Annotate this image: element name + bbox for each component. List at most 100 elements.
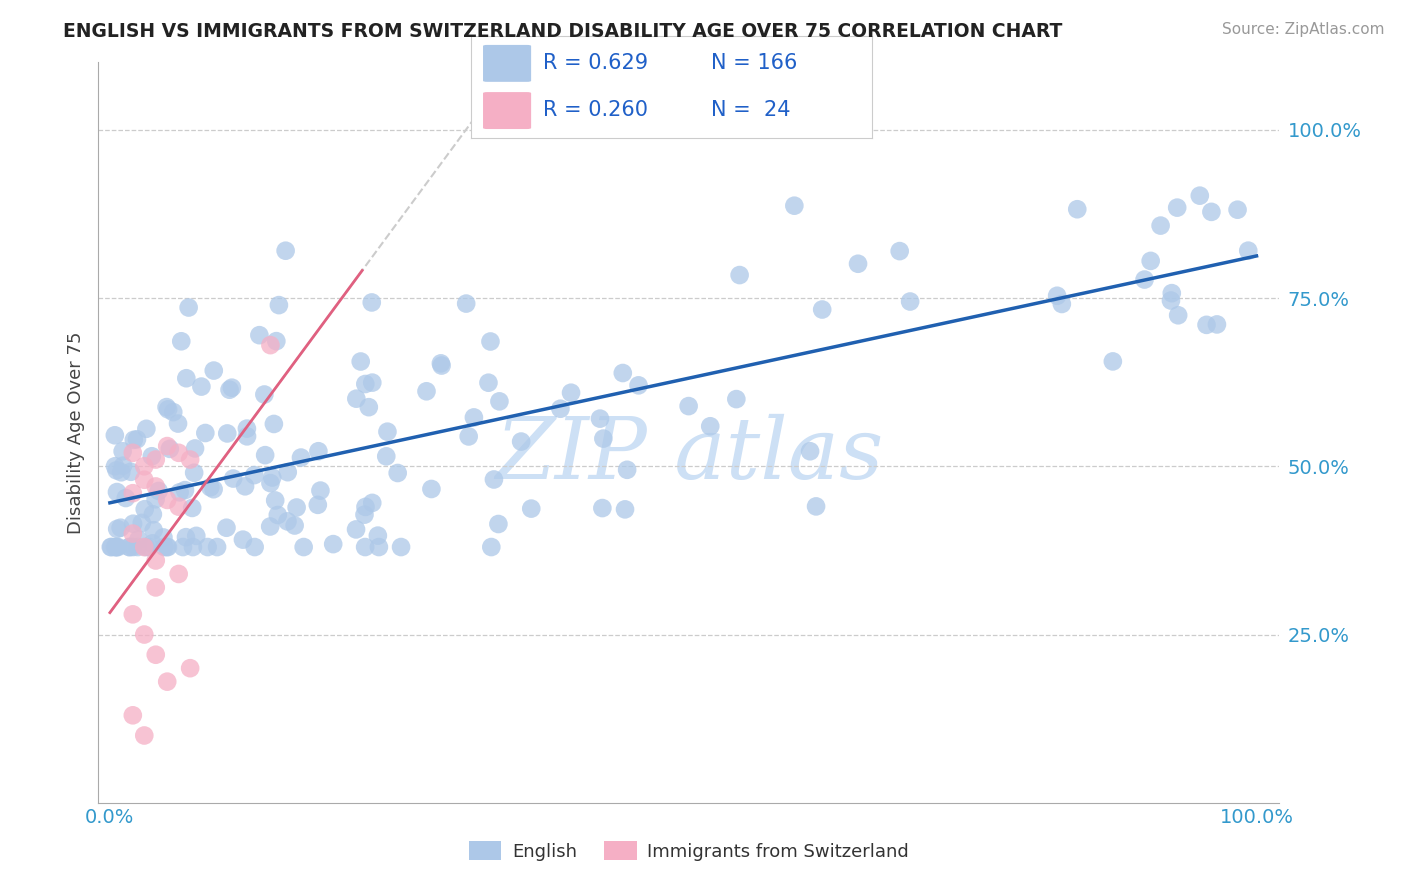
Point <box>145 581 167 595</box>
Point <box>292 540 315 554</box>
Point <box>156 439 179 453</box>
Point <box>110 465 132 479</box>
Point <box>233 479 256 493</box>
Point <box>222 471 245 485</box>
Point <box>354 540 377 554</box>
Point <box>353 508 375 522</box>
Point <box>200 480 222 494</box>
Point <box>616 463 638 477</box>
Point <box>254 448 277 462</box>
Text: R = 0.629: R = 0.629 <box>543 54 648 73</box>
Text: R = 0.260: R = 0.260 <box>543 100 648 120</box>
Point <box>804 500 827 514</box>
Point <box>354 376 377 391</box>
Point <box>105 540 128 554</box>
Point <box>1201 205 1223 219</box>
Point <box>285 500 308 515</box>
Point <box>1139 253 1161 268</box>
Point <box>290 450 312 465</box>
Point <box>156 540 179 554</box>
Point <box>120 465 142 479</box>
Point <box>307 498 329 512</box>
Point <box>105 522 128 536</box>
Point <box>107 540 129 554</box>
Point <box>215 521 238 535</box>
Point <box>167 446 190 460</box>
Point <box>614 502 637 516</box>
Point <box>243 540 266 554</box>
Point <box>510 434 533 449</box>
Point <box>456 296 478 310</box>
Point <box>114 491 136 505</box>
Point <box>457 429 479 443</box>
FancyBboxPatch shape <box>484 92 531 129</box>
Point <box>367 528 389 542</box>
Point <box>118 540 141 554</box>
Point <box>202 482 225 496</box>
Point <box>122 516 145 531</box>
Point <box>181 540 204 554</box>
Point <box>194 425 217 440</box>
Point <box>197 540 219 554</box>
Point <box>155 400 177 414</box>
Point <box>264 493 287 508</box>
Point <box>889 244 911 259</box>
Point <box>135 422 157 436</box>
Point <box>1160 286 1182 301</box>
Point <box>148 483 170 498</box>
Point <box>430 359 453 373</box>
Point <box>415 384 437 399</box>
Point <box>375 450 398 464</box>
Point <box>309 483 332 498</box>
Point <box>354 500 377 514</box>
Text: ZIP atlas: ZIP atlas <box>495 414 883 496</box>
Point <box>361 496 384 510</box>
Point <box>232 533 254 547</box>
Point <box>1160 293 1182 308</box>
Point <box>799 444 821 458</box>
Point <box>174 483 197 497</box>
Point <box>725 392 748 406</box>
Point <box>104 428 127 442</box>
Point <box>277 465 299 479</box>
Point <box>141 536 163 550</box>
Point <box>145 452 167 467</box>
FancyBboxPatch shape <box>484 45 531 82</box>
Point <box>100 540 122 554</box>
Point <box>145 479 167 493</box>
Point <box>1166 201 1188 215</box>
Point <box>479 540 502 554</box>
Point <box>153 540 176 554</box>
Point <box>145 648 167 662</box>
Point <box>142 508 165 522</box>
Point <box>477 376 499 390</box>
Point <box>134 502 156 516</box>
Point <box>100 540 122 554</box>
Point <box>156 540 179 554</box>
Point <box>267 298 290 312</box>
Point <box>361 376 384 390</box>
Point <box>430 356 453 370</box>
Text: N = 166: N = 166 <box>711 54 797 73</box>
Point <box>612 366 634 380</box>
Point <box>218 383 240 397</box>
Point <box>145 492 167 507</box>
Text: N =  24: N = 24 <box>711 100 792 120</box>
Point <box>389 540 412 554</box>
Point <box>159 442 181 456</box>
Point <box>322 537 344 551</box>
Point <box>344 523 367 537</box>
Point <box>121 486 143 500</box>
Point <box>486 516 509 531</box>
Point <box>121 446 143 460</box>
Point <box>1195 318 1218 332</box>
Point <box>420 482 443 496</box>
Point <box>141 450 163 464</box>
Point <box>167 417 190 431</box>
Point <box>811 302 834 317</box>
Point <box>167 500 190 514</box>
Point <box>243 468 266 483</box>
Point <box>169 485 191 500</box>
Point <box>728 268 751 282</box>
Point <box>121 708 143 723</box>
